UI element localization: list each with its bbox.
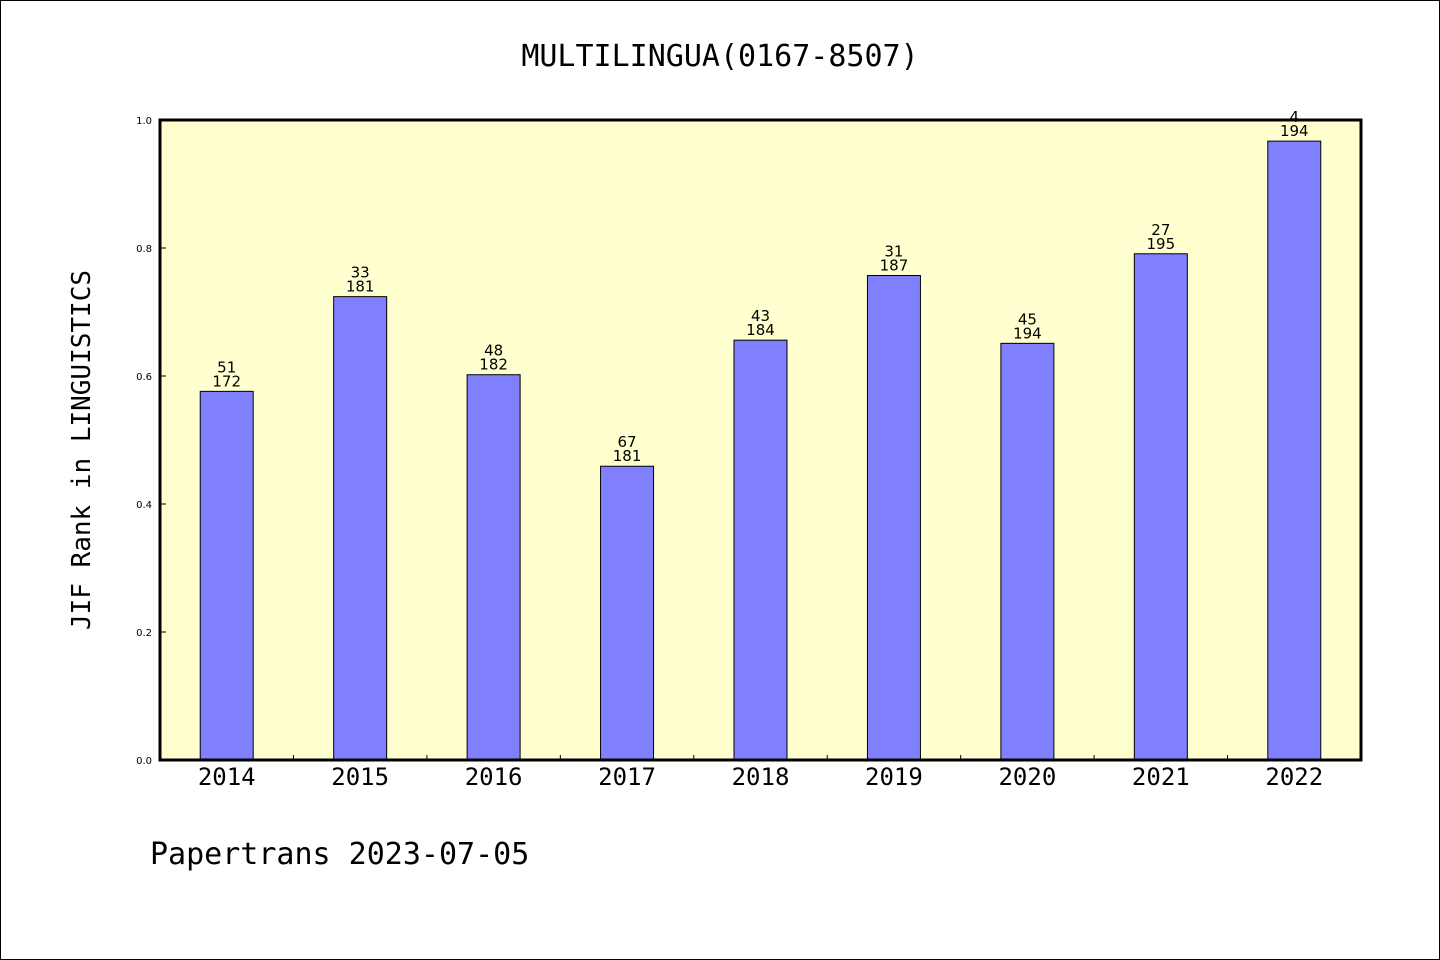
bar-total-label: 182 — [479, 356, 508, 374]
bar-2014 — [199, 390, 254, 761]
y-tick-label: 1.0 — [136, 116, 152, 127]
bar-total-label: 181 — [346, 278, 375, 296]
bar-total-label: 195 — [1147, 235, 1176, 253]
bar-2020 — [1000, 342, 1055, 761]
x-tick-label: 2014 — [198, 763, 256, 791]
bar-labels-group: 5117233181481826718143184311874519427195… — [212, 108, 1308, 465]
x-tick-label: 2018 — [732, 763, 790, 791]
y-tick-label: 0.4 — [136, 500, 152, 511]
bar-total-label: 184 — [746, 321, 775, 339]
bar-rank-label: 48 — [484, 342, 503, 360]
y-tick-label: 0.6 — [136, 372, 152, 383]
bar-2022 — [1267, 140, 1322, 761]
bars-group — [199, 140, 1322, 761]
bar-2016 — [466, 374, 521, 761]
bar-rank-label: 45 — [1018, 310, 1037, 328]
x-tick-label: 2021 — [1132, 763, 1190, 791]
bar-total-label: 172 — [212, 372, 241, 390]
bar-total-label: 194 — [1280, 122, 1309, 140]
chart-title: MULTILINGUA(0167-8507) — [521, 39, 918, 74]
bar-total-label: 187 — [880, 257, 909, 275]
x-tick-label: 2017 — [598, 763, 656, 791]
bar-rank-label: 31 — [884, 243, 903, 261]
bar-2021 — [1133, 253, 1188, 761]
x-tick-label: 2020 — [998, 763, 1056, 791]
bar-total-label: 194 — [1013, 324, 1042, 342]
plot-border — [158, 118, 1363, 762]
footer-credit: Papertrans 2023-07-05 — [150, 837, 529, 872]
x-tick-label: 2022 — [1265, 763, 1323, 791]
bar-2017 — [600, 465, 655, 761]
bar-2019 — [866, 275, 921, 761]
x-tick-label: 2019 — [865, 763, 923, 791]
x-tick-label: 2016 — [465, 763, 523, 791]
y-tick-label: 0.0 — [136, 756, 152, 767]
y-tick-label: 0.2 — [136, 628, 152, 639]
bar-2018 — [733, 339, 788, 761]
bar-rank-label: 43 — [751, 307, 770, 325]
bar-rank-label: 67 — [618, 433, 637, 451]
bar-rank-label: 4 — [1290, 108, 1300, 126]
x-tick-label: 2015 — [331, 763, 389, 791]
x-ticks-group: 2014 2015 2016 2017 2018 2019 2020 2021 2022 — [198, 755, 1323, 791]
bar-2015 — [333, 296, 388, 761]
y-axis-label: JIF Rank in LINGUISTICS — [67, 270, 97, 630]
y-tick-label: 0.8 — [136, 244, 152, 255]
bar-rank-label: 27 — [1151, 221, 1170, 239]
bar-rank-label: 33 — [351, 264, 370, 282]
bar-total-label: 181 — [613, 447, 642, 465]
bar-rank-label: 51 — [217, 358, 236, 376]
